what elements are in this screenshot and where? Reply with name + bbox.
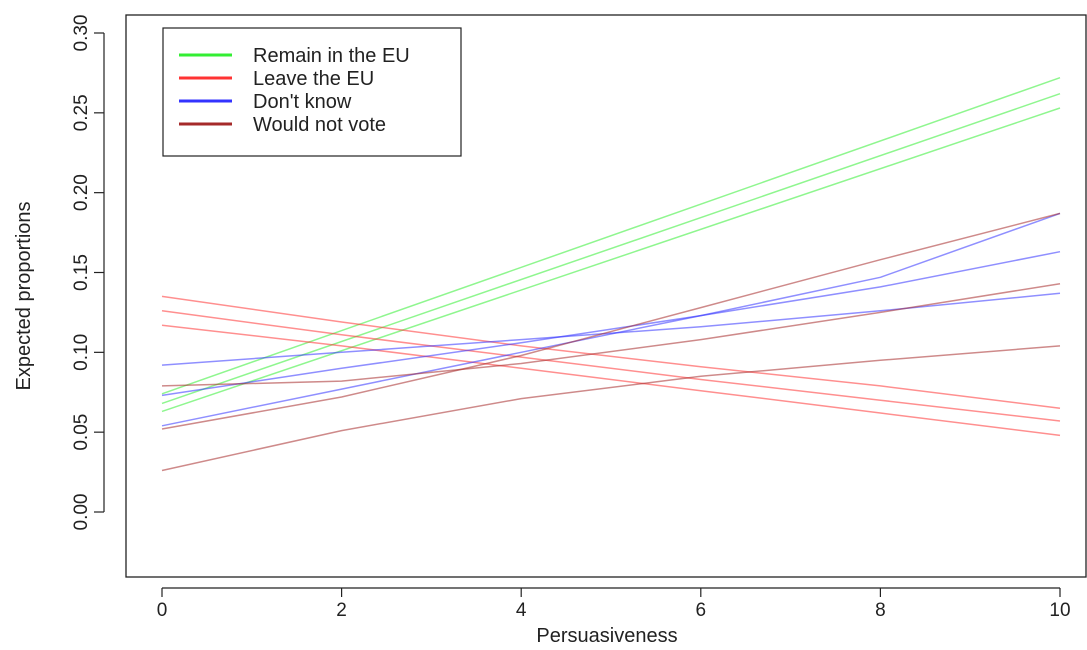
x-tick-label: 8 — [875, 600, 886, 621]
series-line-leave-the-eu — [161, 295, 1061, 409]
series-line-don-t-know — [161, 250, 1061, 397]
plot-frame — [125, 14, 1087, 578]
series-line-would-not-vote — [161, 212, 1061, 430]
y-axis-title: Expected proportions — [13, 201, 35, 390]
y-tick-label: 0.25 — [71, 94, 92, 131]
x-tick-label: 2 — [336, 600, 347, 621]
series-line-remain-in-the-eu — [161, 107, 1061, 413]
y-tick-label: 0.10 — [71, 334, 92, 371]
series-line-leave-the-eu — [161, 324, 1061, 437]
series-line-leave-the-eu — [161, 310, 1061, 422]
x-axis: 0 2 4 6 8 10 — [157, 587, 1071, 621]
x-tick-label: 6 — [696, 600, 707, 621]
x-tick-label: 0 — [157, 600, 168, 621]
series-line-remain-in-the-eu — [161, 92, 1061, 405]
y-tick-label: 0.20 — [71, 174, 92, 211]
series-line-remain-in-the-eu — [161, 76, 1061, 395]
series-line-would-not-vote — [161, 345, 1061, 472]
y-axis: 0.00 0.05 0.10 0.15 0.20 0.25 0.30 — [71, 15, 105, 531]
y-tick-label: 0.30 — [71, 15, 92, 52]
x-tick-label: 10 — [1049, 600, 1070, 621]
x-tick-label: 4 — [516, 600, 527, 621]
legend-label: Would not vote — [253, 114, 386, 136]
series-lines — [161, 76, 1061, 472]
y-tick-label: 0.05 — [71, 414, 92, 451]
x-axis-title: Persuasiveness — [536, 625, 677, 647]
legend-label: Remain in the EU — [253, 45, 410, 67]
legend-box — [162, 27, 462, 157]
y-tick-label: 0.00 — [71, 494, 92, 531]
legend-label: Leave the EU — [253, 68, 374, 90]
series-line-don-t-know — [161, 212, 1061, 427]
series-line-would-not-vote — [161, 282, 1061, 387]
legend-label: Don't know — [253, 91, 352, 113]
y-tick-label: 0.15 — [71, 254, 92, 291]
